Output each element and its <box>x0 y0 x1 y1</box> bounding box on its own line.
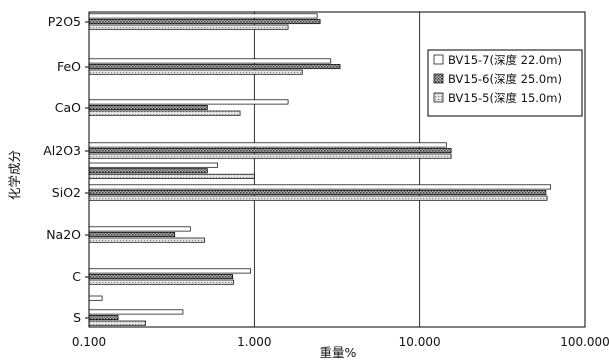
extra-bar <box>88 295 103 301</box>
bar-FeO-2 <box>88 69 303 75</box>
x-tick-label: 0.100 <box>72 335 106 349</box>
x-tick-label: 100.000 <box>560 335 609 349</box>
x-tick-labels: 0.100 1.000 10.000 100.000 <box>72 335 609 349</box>
bar-Na2O-0 <box>88 226 191 232</box>
x-axis-title: 重量% <box>320 345 357 360</box>
category-label: S <box>73 310 81 325</box>
bar-FeO-0 <box>88 58 332 64</box>
bar-S-1 <box>88 315 119 321</box>
legend-label: BV15-5(深度 15.0m) <box>448 91 562 105</box>
bar-P2O5-2 <box>88 24 289 30</box>
bar-P2O5-1 <box>88 19 321 25</box>
bar-Na2O-1 <box>88 232 176 238</box>
category-label: Na2O <box>46 227 81 242</box>
x-tick-label: 1.000 <box>237 335 271 349</box>
bar-C-0 <box>88 268 252 274</box>
x-tick-label: 10.000 <box>399 335 441 349</box>
bar-SiO2-2 <box>88 195 548 201</box>
bar-C-1 <box>88 274 234 280</box>
bar-CaO-1 <box>88 105 208 111</box>
bar-Al2O3-0 <box>88 142 447 148</box>
category-label: CaO <box>55 100 81 115</box>
legend-label: BV15-6(深度 25.0m) <box>448 72 562 86</box>
legend-box <box>427 49 583 117</box>
plot-frame <box>88 11 586 328</box>
bar-CaO-2 <box>88 110 241 116</box>
bar-CaO-0 <box>88 99 289 105</box>
category-label: FeO <box>57 59 81 74</box>
bar-FeO-1 <box>88 64 341 70</box>
extra-bar <box>88 168 208 174</box>
bar-SiO2-0 <box>88 184 552 190</box>
bar-Al2O3-1 <box>88 148 452 154</box>
y-axis-title: 化学成分 <box>7 150 22 200</box>
category-label: Al2O3 <box>43 143 81 158</box>
legend-label: BV15-7(深度 22.0m) <box>448 53 562 67</box>
category-label: SiO2 <box>52 185 81 200</box>
legend-swatch <box>433 73 444 84</box>
bar-S-2 <box>88 320 146 326</box>
legend-swatch <box>433 92 444 103</box>
category-label: C <box>72 269 81 284</box>
bar-Na2O-2 <box>88 237 205 243</box>
axes <box>85 11 586 328</box>
bar-C-2 <box>88 279 235 285</box>
category-labels: P2O5 FeO CaO Al2O3 SiO2 Na2O C S <box>43 14 81 325</box>
bar-Al2O3-2 <box>88 153 452 159</box>
legend: BV15-7(深度 22.0m) BV15-6(深度 25.0m) BV15-5(深… <box>427 49 583 117</box>
legend-swatch <box>433 54 444 65</box>
bar-SiO2-1 <box>88 190 547 196</box>
bar-S-0 <box>88 309 184 315</box>
category-label: P2O5 <box>48 14 81 29</box>
extra-bar <box>88 173 255 179</box>
extra-bar <box>88 162 219 168</box>
bar-P2O5-0 <box>88 13 318 19</box>
